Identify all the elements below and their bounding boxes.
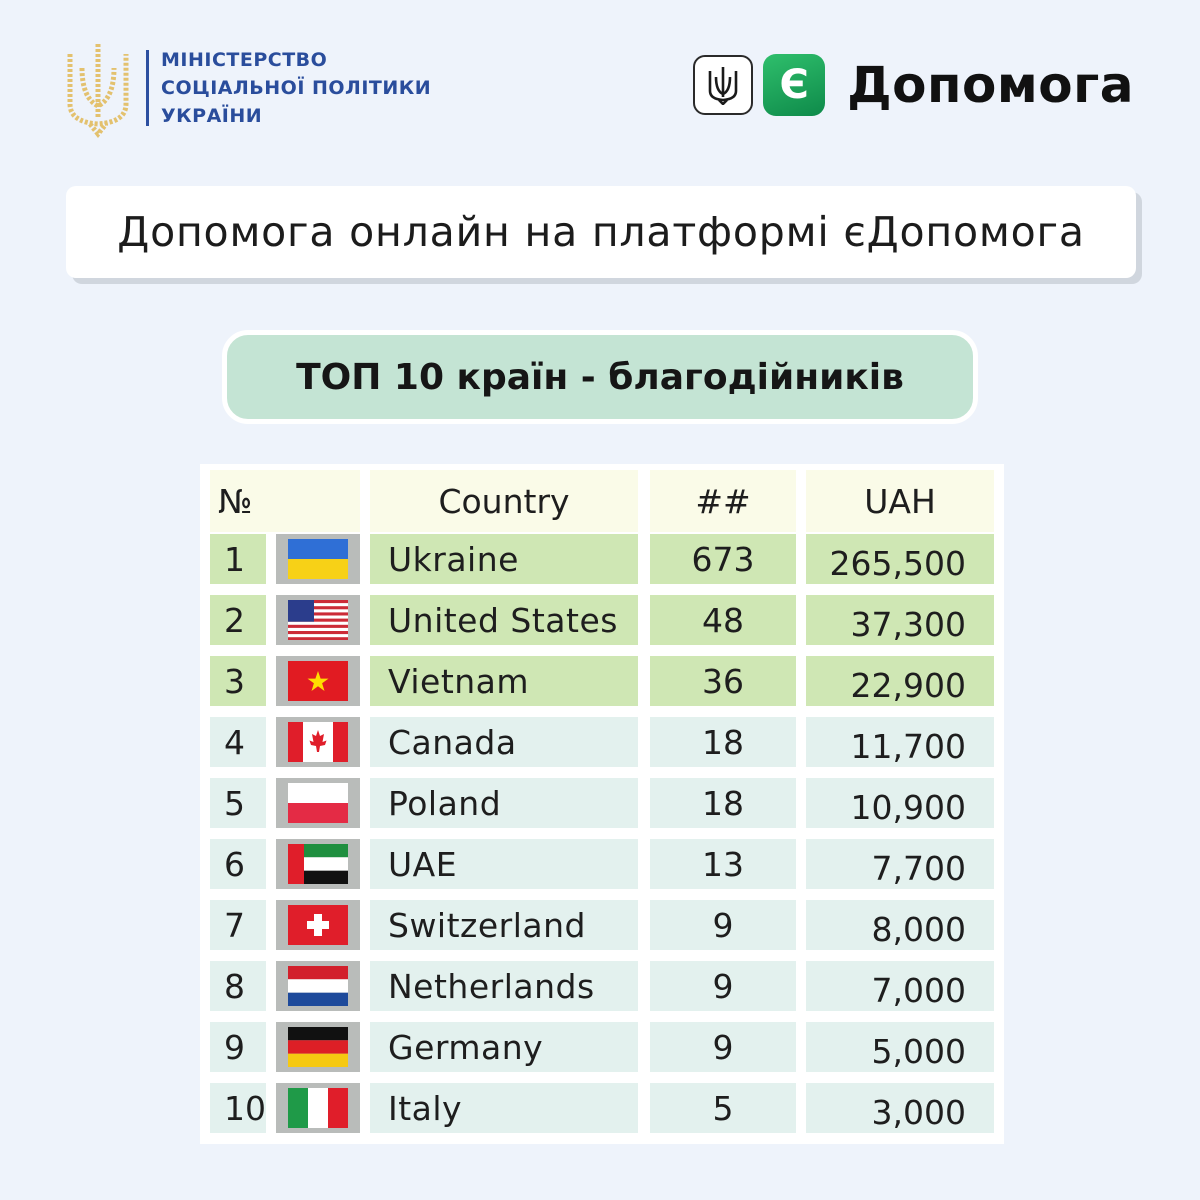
row-number: 7 xyxy=(210,900,266,950)
flag-cell xyxy=(276,778,360,828)
donor-count: 673 xyxy=(650,534,796,584)
table-row: 10 Italy 5 3,000 xyxy=(210,1083,994,1133)
table-row: 9 Germany 9 5,000 xyxy=(210,1022,994,1072)
table-row: 4 Canada 18 11,700 xyxy=(210,717,994,767)
switzerland-flag-icon xyxy=(288,905,348,945)
e-logo-icon: Є xyxy=(763,54,826,116)
canada-flag-icon xyxy=(288,722,348,762)
table-row: 2 United States 48 37,300 xyxy=(210,595,994,645)
divider xyxy=(146,50,149,126)
uae-flag-icon xyxy=(288,844,348,884)
row-number: 2 xyxy=(210,595,266,645)
flag-cell xyxy=(276,656,360,706)
flag-cell xyxy=(276,839,360,889)
vietnam-flag-icon xyxy=(288,661,348,701)
amount-uah: 3,000 xyxy=(806,1083,994,1133)
table-row: 7 Switzerland 9 8,000 xyxy=(210,900,994,950)
amount-uah: 8,000 xyxy=(806,900,994,950)
edopomoga-brand: Є Допомога xyxy=(693,54,1134,116)
ukraine-flag-icon xyxy=(288,539,348,579)
subtitle-banner: ТОП 10 країн - благодійників xyxy=(222,330,978,424)
donors-table: № Country ## UAH 1 Ukraine 673 265,500 2 Unit… xyxy=(200,464,1004,1144)
ministry-line: УКРАЇНИ xyxy=(161,105,263,127)
amount-uah: 22,900 xyxy=(806,656,994,706)
amount-uah: 37,300 xyxy=(806,595,994,645)
country-name: Ukraine xyxy=(370,534,638,584)
ministry-name: МІНІСТЕРСТВО СОЦІАЛЬНОЇ ПОЛІТИКИ УКРАЇНИ xyxy=(161,46,431,130)
flag-cell xyxy=(276,961,360,1011)
row-number: 8 xyxy=(210,961,266,1011)
donor-count: 18 xyxy=(650,717,796,767)
header-uah: UAH xyxy=(806,470,994,532)
amount-uah: 11,700 xyxy=(806,717,994,767)
header-country: Country xyxy=(370,470,638,532)
donor-count: 18 xyxy=(650,778,796,828)
row-number: 1 xyxy=(210,534,266,584)
amount-uah: 7,700 xyxy=(806,839,994,889)
netherlands-flag-icon xyxy=(288,966,348,1006)
ministry-line: МІНІСТЕРСТВО xyxy=(161,49,328,71)
donor-count: 48 xyxy=(650,595,796,645)
ministry-line: СОЦІАЛЬНОЇ ПОЛІТИКИ xyxy=(161,77,432,99)
flag-cell xyxy=(276,1022,360,1072)
amount-uah: 10,900 xyxy=(806,778,994,828)
title-banner: Допомога онлайн на платформі єДопомога xyxy=(66,186,1136,278)
brand-name: Допомога xyxy=(847,56,1134,114)
donor-count: 9 xyxy=(650,961,796,1011)
poland-flag-icon xyxy=(288,783,348,823)
germany-flag-icon xyxy=(288,1027,348,1067)
table-row: 8 Netherlands 9 7,000 xyxy=(210,961,994,1011)
amount-uah: 5,000 xyxy=(806,1022,994,1072)
table-row: 3 Vietnam 36 22,900 xyxy=(210,656,994,706)
donor-count: 36 xyxy=(650,656,796,706)
ministry-logo: МІНІСТЕРСТВО СОЦІАЛЬНОЇ ПОЛІТИКИ УКРАЇНИ xyxy=(62,38,431,138)
coat-of-arms-icon xyxy=(693,55,754,115)
trident-icon xyxy=(67,44,129,138)
subtitle: ТОП 10 країн - благодійників xyxy=(296,356,904,398)
flag-cell xyxy=(276,717,360,767)
flag-cell xyxy=(276,595,360,645)
country-name: Germany xyxy=(370,1022,638,1072)
flag-cell xyxy=(276,534,360,584)
country-name: Vietnam xyxy=(370,656,638,706)
row-number: 5 xyxy=(210,778,266,828)
row-number: 9 xyxy=(210,1022,266,1072)
table-row: 1 Ukraine 673 265,500 xyxy=(210,534,994,584)
country-name: UAE xyxy=(370,839,638,889)
flag-cell xyxy=(276,1083,360,1133)
country-name: Netherlands xyxy=(370,961,638,1011)
row-number: 3 xyxy=(210,656,266,706)
country-name: Switzerland xyxy=(370,900,638,950)
flag-cell xyxy=(276,900,360,950)
donor-count: 9 xyxy=(650,1022,796,1072)
amount-uah: 265,500 xyxy=(806,534,994,584)
country-name: Poland xyxy=(370,778,638,828)
row-number: 4 xyxy=(210,717,266,767)
usa-flag-icon xyxy=(288,600,348,640)
header-count: ## xyxy=(650,470,796,532)
country-name: Italy xyxy=(370,1083,638,1133)
italy-flag-icon xyxy=(288,1088,348,1128)
row-number: 10 xyxy=(210,1083,266,1133)
country-name: United States xyxy=(370,595,638,645)
donor-count: 13 xyxy=(650,839,796,889)
donor-count: 5 xyxy=(650,1083,796,1133)
table-row: 6 UAE 13 7,700 xyxy=(210,839,994,889)
country-name: Canada xyxy=(370,717,638,767)
table-row: 5 Poland 18 10,900 xyxy=(210,778,994,828)
header-num: № xyxy=(210,470,360,532)
row-number: 6 xyxy=(210,839,266,889)
page-title: Допомога онлайн на платформі єДопомога xyxy=(117,208,1085,256)
amount-uah: 7,000 xyxy=(806,961,994,1011)
donor-count: 9 xyxy=(650,900,796,950)
